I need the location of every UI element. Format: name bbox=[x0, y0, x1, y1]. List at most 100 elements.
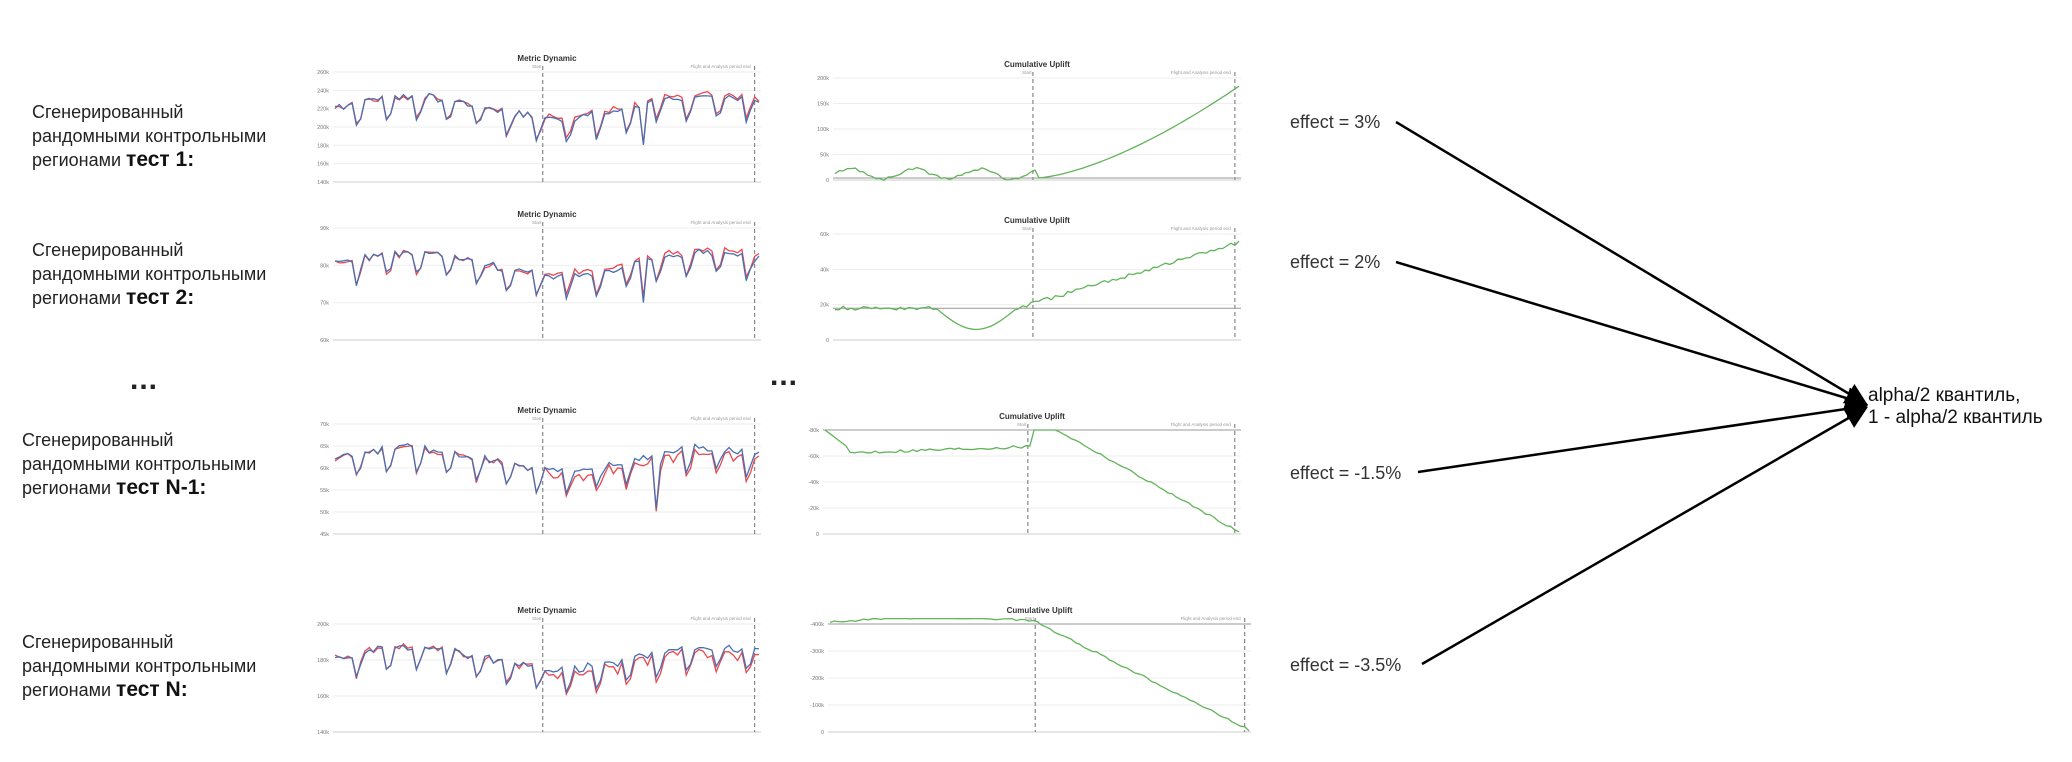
y-tick-label: 150k bbox=[817, 102, 829, 108]
period-label: Start bbox=[532, 616, 542, 621]
series-test-line bbox=[334, 642, 759, 697]
chart-title: Metric Dynamic bbox=[517, 406, 577, 415]
series-test-line bbox=[334, 91, 760, 144]
effect-label-test-n: effect = -3.5% bbox=[1290, 655, 1402, 675]
y-tick-label: 180k bbox=[317, 143, 329, 149]
y-tick-label: 90k bbox=[320, 226, 329, 232]
row-label-line: Сгенерированный bbox=[22, 632, 174, 652]
y-tick-label: 200k bbox=[317, 622, 329, 628]
period-label: Flight and Analysis period end bbox=[1181, 616, 1242, 621]
result-line-2: 1 - alpha/2 квантиль bbox=[1868, 407, 2043, 428]
row-label-line: Сгенерированный bbox=[22, 430, 174, 450]
chart-title: Cumulative Uplift bbox=[1004, 60, 1070, 69]
row-label-prefix: регионами bbox=[32, 150, 127, 170]
y-tick-label: 60k bbox=[820, 232, 829, 238]
series-test-line bbox=[334, 444, 760, 512]
y-tick-label: 50k bbox=[820, 153, 829, 159]
ellipsis-labels: ... bbox=[130, 363, 159, 396]
y-tick-label: 20k bbox=[820, 303, 829, 309]
y-tick-label: 0 bbox=[821, 730, 824, 736]
y-tick-label: -100k bbox=[810, 703, 824, 709]
chart-title: Metric Dynamic bbox=[517, 54, 577, 63]
y-tick-label: -60k bbox=[808, 454, 819, 460]
metric-dynamic-chart-test-n: Metric Dynamic 140k 160k 180k 200k Start Fligh… bbox=[317, 606, 761, 736]
y-tick-label: 70k bbox=[320, 301, 329, 307]
period-label: Flight and Analysis period end bbox=[1171, 226, 1232, 231]
period-label: Start bbox=[532, 416, 542, 421]
row-label-test-2: Сгенерированный рандомными контрольными … bbox=[32, 238, 266, 310]
effect-label-test-1: effect = 3% bbox=[1290, 112, 1381, 132]
effect-label-test-2: effect = 2% bbox=[1290, 252, 1381, 272]
period-label: Start bbox=[532, 64, 542, 69]
row-label-line: рандомными контрольными bbox=[22, 656, 257, 676]
ellipsis-charts: ... bbox=[770, 359, 799, 392]
period-label: Flight and Analysis period end bbox=[691, 64, 752, 69]
period-label: Flight and Analysis period end bbox=[691, 220, 752, 225]
cumulative-uplift-chart-test-n-1: Cumulative Uplift 0 -20k -40k -60k -80k Start F… bbox=[808, 412, 1241, 538]
row-label-test-1: Сгенерированный рандомными контрольными … bbox=[32, 100, 266, 172]
y-tick-label: 80k bbox=[320, 263, 329, 269]
arrow-test-2 bbox=[1395, 260, 1869, 409]
y-tick-label: 0 bbox=[826, 338, 829, 344]
cumulative-uplift-chart-test-n: Cumulative Uplift 0 -100k -200k -300k -400k St… bbox=[810, 606, 1251, 736]
row-label-prefix: регионами bbox=[22, 478, 117, 498]
series-control-line bbox=[334, 443, 760, 509]
test-name: тест 1: bbox=[126, 148, 195, 171]
period-label: Flight and Analysis period end bbox=[1171, 70, 1232, 75]
row-label-line: рандомными контрольными bbox=[32, 126, 267, 146]
y-tick-label: 200k bbox=[817, 76, 829, 82]
period-label: Start bbox=[1022, 70, 1032, 75]
chart-title: Metric Dynamic bbox=[517, 210, 577, 219]
row-label-prefix: регионами bbox=[22, 680, 117, 700]
uplift-line bbox=[834, 85, 1240, 182]
y-tick-label: 60k bbox=[320, 338, 329, 344]
chart-title: Cumulative Uplift bbox=[1007, 606, 1073, 615]
y-tick-label: 40k bbox=[820, 267, 829, 273]
y-tick-label: 55k bbox=[320, 488, 329, 494]
chart-title: Metric Dynamic bbox=[517, 606, 577, 615]
y-tick-label: -40k bbox=[808, 480, 819, 486]
y-tick-label: 60k bbox=[320, 466, 329, 472]
y-tick-label: 160k bbox=[317, 694, 329, 700]
y-tick-label: -300k bbox=[810, 649, 824, 655]
metric-dynamic-chart-test-1: Metric Dynamic 140k 160k 180k 200k 220k 240k 26… bbox=[317, 54, 761, 186]
series-control-line bbox=[334, 92, 760, 145]
result-line-1: alpha/2 квантиль, bbox=[1868, 385, 2021, 406]
cumulative-uplift-chart-test-2: Cumulative Uplift 0 20k 40k 60k Start Flight a… bbox=[820, 216, 1241, 344]
period-label: Flight and Analysis period end bbox=[691, 616, 752, 621]
y-tick-label: -20k bbox=[808, 506, 819, 512]
uplift-line bbox=[829, 617, 1250, 732]
test-name: тест N: bbox=[116, 678, 188, 701]
arrow-test-n bbox=[1421, 406, 1868, 666]
period-label: Start bbox=[1017, 422, 1027, 427]
quantile-result: alpha/2 квантиль, 1 - alpha/2 квантиль bbox=[1868, 385, 2043, 429]
uplift-line bbox=[835, 240, 1240, 331]
row-label-line: Сгенерированный bbox=[32, 240, 184, 260]
period-label: Flight and Analysis period end bbox=[691, 416, 752, 421]
y-tick-label: 140k bbox=[317, 730, 329, 736]
series-control-line bbox=[334, 248, 760, 303]
row-label-test-n-1: Сгенерированный рандомными контрольными … bbox=[22, 428, 256, 500]
period-label: Start bbox=[1022, 226, 1032, 231]
chart-title: Cumulative Uplift bbox=[1004, 216, 1070, 225]
y-tick-label: 200k bbox=[317, 125, 329, 131]
metric-dynamic-chart-test-n-1: Metric Dynamic 45k 50k 55k 60k 65k 70k Start Fli… bbox=[320, 406, 761, 538]
y-tick-label: 160k bbox=[317, 162, 329, 168]
y-tick-label: 260k bbox=[317, 70, 329, 76]
test-name: тест 2: bbox=[126, 286, 195, 309]
period-label: Start bbox=[1025, 616, 1035, 621]
uplift-line bbox=[824, 429, 1240, 533]
arrow-test-1 bbox=[1395, 120, 1868, 406]
row-label-line: Сгенерированный bbox=[32, 102, 184, 122]
cumulative-uplift-chart-test-1: Cumulative Uplift 0 50k 100k 150k 200k Start Fl… bbox=[817, 60, 1241, 184]
y-tick-label: -80k bbox=[808, 428, 819, 434]
y-tick-label: 100k bbox=[817, 127, 829, 133]
y-tick-label: 70k bbox=[320, 422, 329, 428]
y-tick-label: 0 bbox=[816, 532, 819, 538]
y-tick-label: 45k bbox=[320, 532, 329, 538]
chart-title: Cumulative Uplift bbox=[999, 412, 1065, 421]
row-label-line: рандомными контрольными bbox=[32, 264, 267, 284]
row-label-line: рандомными контрольными bbox=[22, 454, 257, 474]
test-name: тест N-1: bbox=[116, 476, 207, 499]
y-tick-label: 140k bbox=[317, 180, 329, 186]
